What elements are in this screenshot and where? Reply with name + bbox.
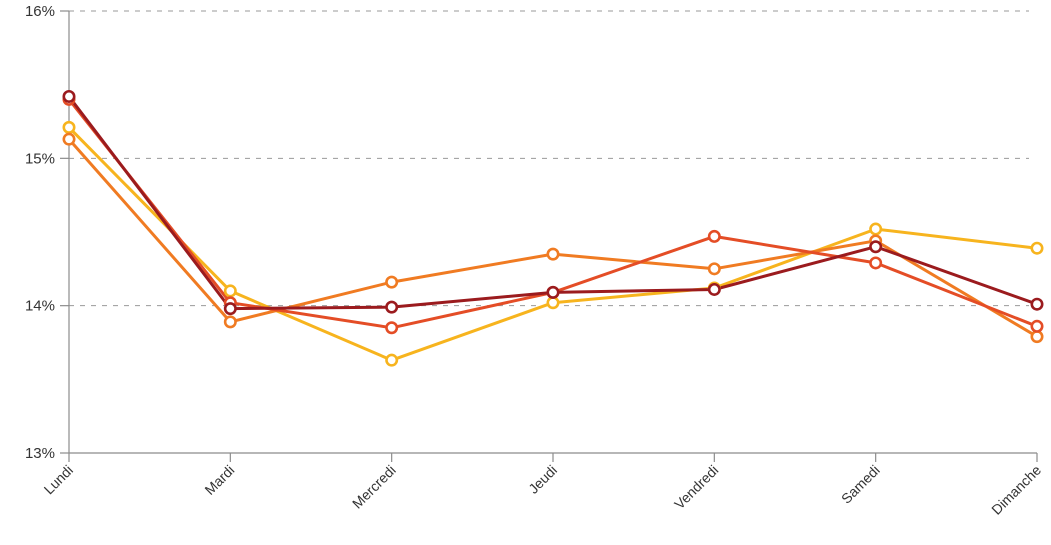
data-point-s2-mercredi: [385, 275, 399, 289]
data-point-s1-mercredi: [385, 353, 399, 367]
x-axis-tick-labels: Lundi Mardi Mercredi Jeudi Vendredi Samedi Dim…: [41, 462, 1045, 518]
data-point-s4-vendredi: [707, 282, 721, 296]
x-tick-label-lundi: Lundi: [41, 462, 77, 498]
x-tick-label-jeudi: Jeudi: [525, 462, 560, 497]
data-point-s2-jeudi: [546, 247, 560, 261]
data-point-s4-mardi: [223, 302, 237, 316]
series-lines: [67, 95, 1039, 362]
series-line-4: [67, 95, 1039, 311]
data-point-s1-jeudi: [546, 296, 560, 310]
series-line-1: [67, 125, 1039, 362]
data-point-s4-lundi: [62, 89, 76, 103]
data-point-s2-dimanche: [1030, 330, 1044, 344]
x-tick-label-mardi: Mardi: [201, 462, 237, 498]
y-axis-tick-labels: 13% 14% 15% 16%: [25, 3, 55, 462]
data-point-s1-dimanche: [1030, 241, 1044, 255]
x-tick-label-samedi: Samedi: [838, 462, 883, 507]
data-point-s3-vendredi: [707, 229, 721, 243]
data-point-s1-mardi: [223, 284, 237, 298]
data-points: [62, 89, 1044, 367]
data-point-s3-samedi: [869, 256, 883, 270]
x-tick-label-dimanche: Dimanche: [988, 462, 1044, 518]
data-point-s1-samedi: [869, 222, 883, 236]
y-tick-label: 16%: [25, 3, 55, 20]
x-tick-label-mercredi: Mercredi: [349, 462, 399, 512]
data-point-s3-mercredi: [385, 321, 399, 335]
data-point-s2-lundi: [62, 132, 76, 146]
data-point-s3-dimanche: [1030, 319, 1044, 333]
data-point-s4-samedi: [869, 240, 883, 254]
data-point-s2-mardi: [223, 315, 237, 329]
data-point-s4-mercredi: [385, 300, 399, 314]
y-tick-label: 14%: [25, 298, 55, 315]
gridlines: [69, 10, 1029, 307]
x-tick-label-vendredi: Vendredi: [671, 462, 721, 512]
y-tick-label: 13%: [25, 445, 55, 462]
data-point-s2-vendredi: [707, 262, 721, 276]
data-point-s4-jeudi: [546, 285, 560, 299]
data-point-s1-lundi: [62, 120, 76, 134]
data-point-s4-dimanche: [1030, 297, 1044, 311]
y-tick-label: 15%: [25, 150, 55, 167]
axes: [60, 10, 1038, 462]
